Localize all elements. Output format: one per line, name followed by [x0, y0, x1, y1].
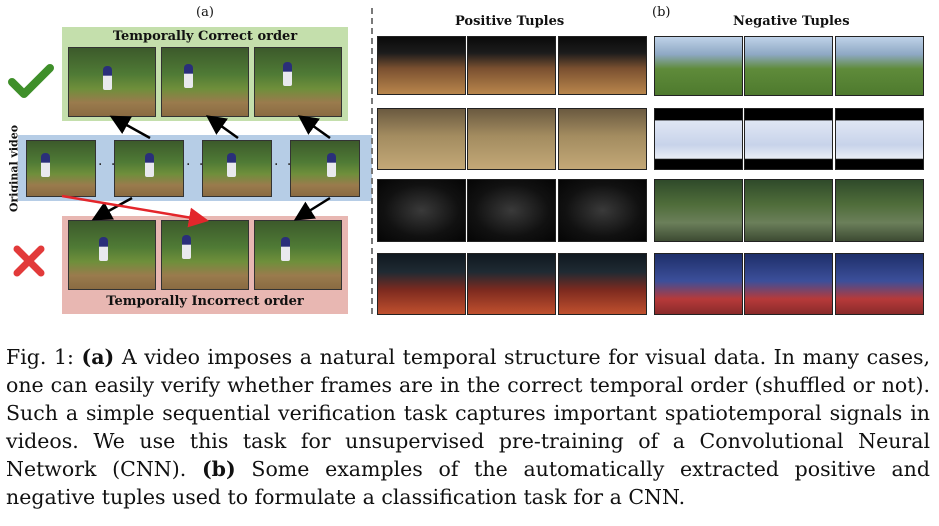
negative-row2-frame1 — [654, 108, 743, 170]
arrow-down-1 — [91, 196, 133, 221]
negative-row1-frame1 — [654, 36, 743, 96]
incorrect-frame-2 — [161, 220, 249, 290]
incorrect-frame-3 — [254, 220, 342, 290]
panel-divider — [371, 8, 373, 314]
ellipsis-1: · · — [98, 157, 118, 173]
video-frame-1 — [26, 140, 96, 197]
negative-row1-frame2 — [744, 36, 833, 96]
negative-tuples-title: Negative Tuples — [733, 14, 850, 29]
panel-a-label: (a) — [196, 5, 214, 20]
arrow-down-2 — [293, 196, 331, 221]
cross-icon — [13, 245, 45, 277]
correct-frame-3 — [254, 47, 342, 117]
video-frame-2 — [114, 140, 184, 197]
positive-row1-frame3 — [558, 36, 647, 95]
ellipsis-3: · · — [274, 157, 294, 173]
positive-row3-frame1 — [377, 179, 466, 242]
correct-frame-2 — [161, 47, 249, 117]
positive-row2-frame2 — [467, 108, 556, 170]
positive-row1-frame2 — [467, 36, 556, 95]
negative-row3-frame3 — [835, 179, 924, 242]
incorrect-order-title: Temporally Incorrect order — [106, 294, 304, 309]
arrow-down-red — [61, 194, 209, 228]
correct-order-title: Temporally Correct order — [112, 29, 298, 44]
check-icon — [8, 64, 54, 98]
incorrect-frame-1 — [68, 220, 156, 290]
panel-b-label: (b) — [652, 5, 671, 20]
caption-prefix: Fig. 1: — [6, 345, 82, 369]
positive-row2-frame1 — [377, 108, 466, 170]
negative-row2-frame3 — [835, 108, 924, 170]
negative-row2-frame2 — [744, 108, 833, 170]
ellipsis-2: · · — [186, 157, 206, 173]
original-video-box: · · · · · · — [18, 135, 372, 201]
figure-caption: Fig. 1: (a) A video imposes a natural te… — [6, 343, 930, 511]
positive-row4-frame1 — [377, 253, 466, 315]
negative-row4-frame2 — [744, 253, 833, 315]
caption-b-text: Some examples of the automatically extra… — [6, 457, 931, 509]
arrow-up-1 — [109, 115, 151, 140]
positive-row1-frame1 — [377, 36, 466, 95]
positive-row2-frame3 — [558, 108, 647, 170]
negative-row3-frame1 — [654, 179, 743, 242]
arrow-up-3 — [297, 115, 331, 140]
positive-row3-frame2 — [467, 179, 556, 242]
positive-tuples-title: Positive Tuples — [455, 14, 565, 29]
caption-a-text: A video imposes a natural temporal struc… — [6, 345, 930, 481]
correct-order-box: Temporally Correct order — [62, 27, 348, 121]
video-frame-3 — [202, 140, 272, 197]
negative-row4-frame3 — [835, 253, 924, 315]
negative-row3-frame2 — [744, 179, 833, 242]
positive-row4-frame3 — [558, 253, 647, 315]
incorrect-order-box: Temporally Incorrect order — [62, 216, 348, 314]
arrow-up-2 — [205, 115, 239, 140]
positive-row3-frame3 — [558, 179, 647, 242]
negative-row1-frame3 — [835, 36, 924, 96]
negative-row4-frame1 — [654, 253, 743, 315]
caption-a-tag: (a) — [81, 345, 115, 369]
caption-b-tag: (b) — [201, 457, 236, 481]
video-frame-4 — [290, 140, 360, 197]
order-arrows — [61, 115, 331, 228]
positive-row4-frame2 — [467, 253, 556, 315]
